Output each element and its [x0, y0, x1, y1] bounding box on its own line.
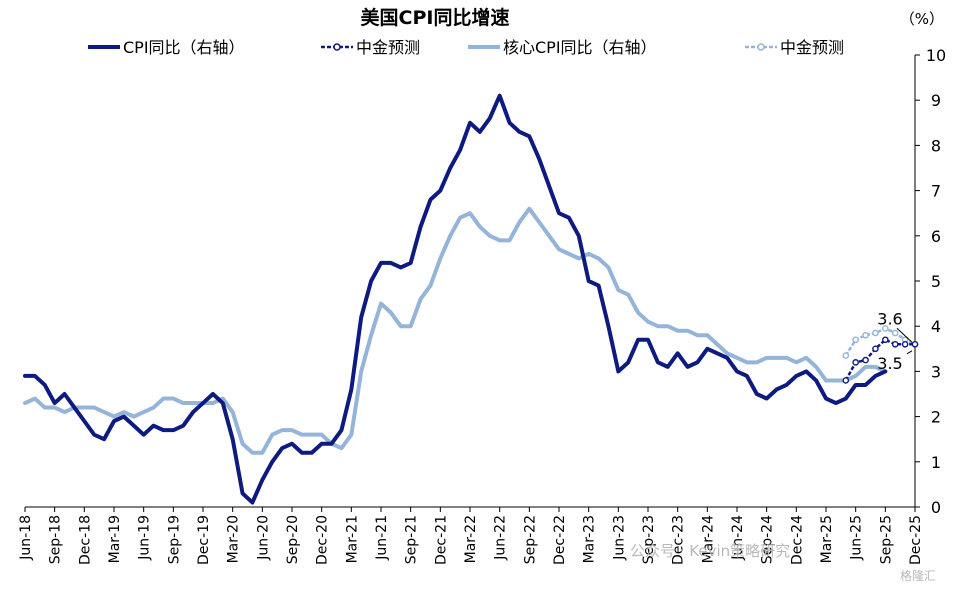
annotation-label: 3.6 — [877, 309, 902, 328]
y-tick-label: 7 — [931, 182, 941, 201]
x-tick-label: Dec-18 — [77, 515, 93, 565]
forecast-point — [891, 340, 899, 348]
x-tick-label: Jun-19 — [137, 515, 153, 561]
y-axis-unit: （%） — [900, 10, 944, 28]
forecast-point — [862, 331, 869, 339]
watermark: 公众号 · Kevin策略研究 — [630, 542, 790, 560]
legend-label-cpi-forecast: 中金预测 — [356, 38, 420, 57]
series-line-2 — [23, 206, 888, 455]
forecast-point — [872, 329, 879, 337]
legend-label-core-forecast: 中金预测 — [780, 38, 844, 57]
y-tick-label: 9 — [931, 91, 941, 110]
x-tick-label: Sep-24 — [760, 515, 776, 564]
x-tick-label: Mar-19 — [107, 515, 123, 563]
x-tick-label: Jun-22 — [493, 515, 509, 561]
x-tick-label: Dec-20 — [315, 515, 331, 565]
chart-title: 美国CPI同比增速 — [361, 6, 510, 29]
x-tick-label: Dec-21 — [433, 515, 449, 565]
y-tick-label: 1 — [931, 453, 941, 472]
x-tick-label: Jun-25 — [849, 515, 865, 561]
y-tick-label: 8 — [931, 136, 941, 155]
y-tick-label: 6 — [931, 227, 941, 246]
annotation-leader — [896, 327, 913, 343]
x-tick-label: Mar-22 — [463, 515, 479, 563]
forecast-point — [901, 340, 909, 348]
y-tick-label: 4 — [931, 317, 941, 336]
x-tick-label: Dec-19 — [196, 515, 212, 565]
forecast-point — [852, 359, 859, 366]
annotation-leader — [906, 350, 913, 355]
forecast-point — [852, 336, 859, 344]
forecast-point — [911, 340, 919, 348]
x-tick-label: Mar-25 — [819, 515, 835, 563]
forecast-point — [842, 377, 850, 384]
x-tick-label: Jun-24 — [730, 515, 746, 561]
legend-label-cpi: CPI同比（右轴） — [123, 38, 245, 57]
x-tick-label: Sep-20 — [285, 515, 301, 564]
x-tick-label: Mar-21 — [344, 515, 360, 563]
legend-label-core-cpi: 核心CPI同比（右轴） — [503, 38, 657, 57]
y-tick-label: 3 — [931, 362, 941, 381]
x-tick-label: Dec-25 — [908, 515, 924, 565]
y-tick-label: 5 — [931, 272, 941, 291]
x-tick-label: Sep-21 — [404, 515, 420, 564]
x-tick-label: Jun-21 — [374, 515, 390, 561]
forecast-point — [842, 352, 850, 359]
x-tick-label: Jun-18 — [18, 515, 34, 561]
x-tick-label: Mar-24 — [700, 515, 716, 563]
forecast-point — [882, 336, 889, 344]
legend-item-core-forecast: 中金预测 — [745, 38, 844, 57]
legend-item-cpi: CPI同比（右轴） — [88, 38, 245, 57]
forecast-point — [891, 329, 899, 337]
forecast-point — [862, 356, 869, 364]
x-tick-label: Sep-19 — [166, 515, 182, 564]
x-tick-label: Dec-23 — [671, 515, 687, 565]
x-tick-label: Dec-22 — [552, 515, 568, 565]
watermark-secondary: 格隆汇 — [900, 568, 936, 583]
forecast-point — [872, 345, 879, 353]
y-tick-label: 0 — [931, 498, 941, 517]
x-tick-label: Dec-24 — [789, 515, 805, 565]
annotation-label: 3.5 — [877, 354, 902, 373]
x-tick-label: Sep-18 — [48, 515, 64, 564]
x-tick-label: Mar-23 — [582, 515, 598, 563]
x-tick-label: Sep-25 — [878, 515, 894, 564]
legend-item-cpi-forecast: 中金预测 — [321, 38, 420, 57]
y-tick-label: 2 — [931, 408, 941, 427]
x-tick-label: Sep-22 — [522, 515, 538, 564]
legend: CPI同比（右轴） 中金预测 核心CPI同比（右轴） 中金预测 — [88, 38, 844, 57]
series-line-0 — [23, 93, 888, 505]
x-tick-label: Sep-23 — [641, 515, 657, 564]
x-tick-label: Jun-23 — [611, 515, 627, 561]
x-tick-label: Mar-20 — [226, 515, 242, 563]
x-tick-label: Jun-20 — [255, 515, 271, 561]
legend-item-core-cpi: 核心CPI同比（右轴） — [468, 38, 657, 57]
y-tick-label: 10 — [926, 46, 946, 65]
forecast-point — [882, 325, 889, 332]
